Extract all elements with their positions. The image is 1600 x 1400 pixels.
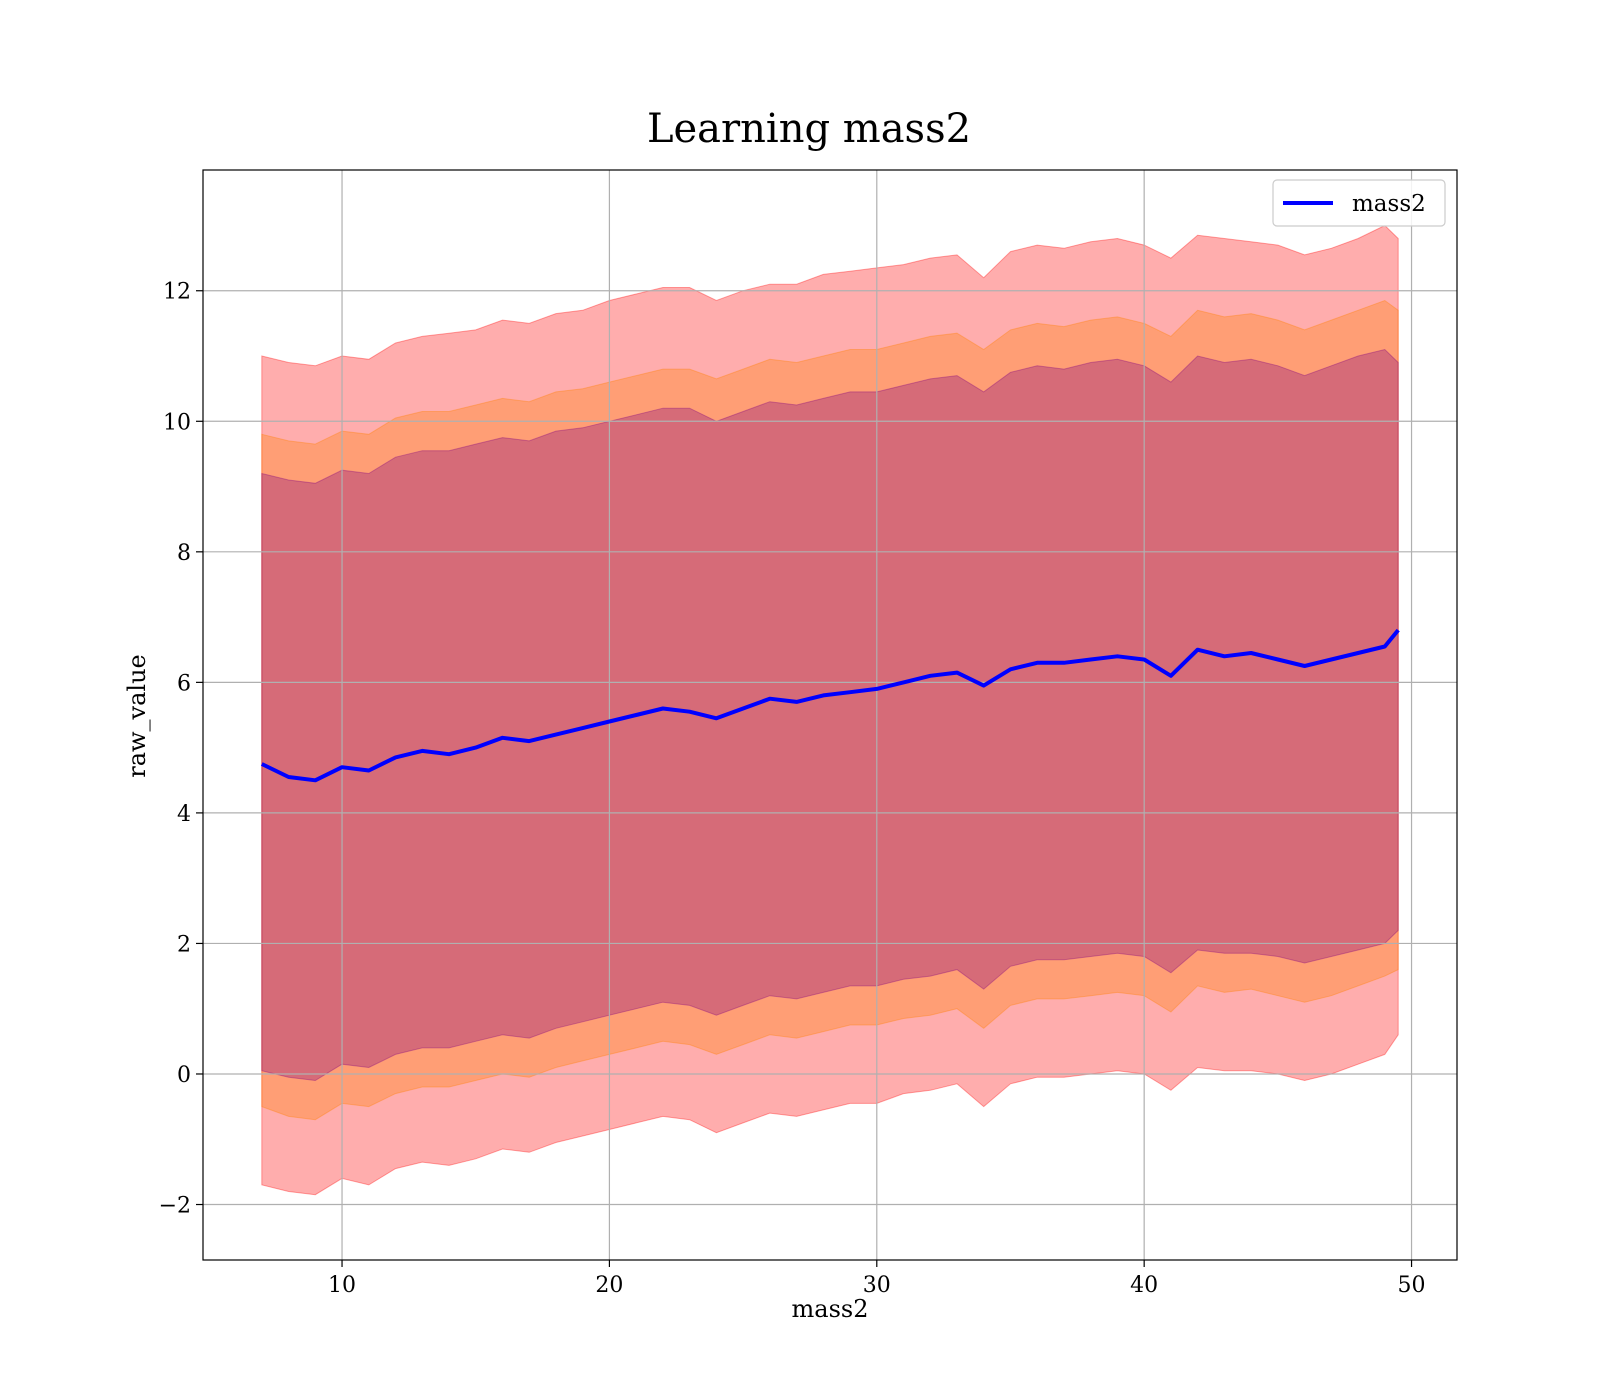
x-tick-label-4: 50 xyxy=(1398,1273,1426,1298)
y-tick-label-7: 12 xyxy=(163,280,191,305)
y-tick-label-2: 2 xyxy=(177,932,191,957)
grid-lines xyxy=(203,170,1457,1260)
x-axis-ticks: 10 20 30 40 50 xyxy=(328,1260,1426,1298)
y-tick-label-3: 4 xyxy=(177,802,191,827)
y-tick-label-0: −2 xyxy=(159,1194,191,1219)
legend: mass2 xyxy=(1272,179,1446,227)
y-tick-label-6: 10 xyxy=(163,410,191,435)
series-lines xyxy=(260,628,1400,783)
y-axis-label: raw_value xyxy=(123,654,151,778)
x-tick-label-3: 40 xyxy=(1130,1273,1158,1298)
x-axis-label: mass2 xyxy=(792,1295,869,1323)
band-2 xyxy=(261,348,1399,1082)
y-tick-label-5: 8 xyxy=(177,541,191,566)
x-tick-label-0: 10 xyxy=(328,1273,356,1298)
y-tick-label-4: 6 xyxy=(177,671,191,696)
y-tick-label-1: 0 xyxy=(177,1063,191,1088)
band-0 xyxy=(261,224,1399,1196)
x-tick-label-1: 20 xyxy=(595,1273,623,1298)
uncertainty-bands xyxy=(261,224,1399,1196)
plot-frame xyxy=(202,169,1458,1261)
legend-label-mass2: mass2 xyxy=(1352,191,1426,217)
x-tick-label-2: 30 xyxy=(863,1273,891,1298)
series-line-mass2 xyxy=(260,628,1400,783)
band-1 xyxy=(261,299,1399,1121)
legend-box xyxy=(1272,179,1446,227)
y-axis-ticks: −2 0 2 4 6 8 10 12 xyxy=(159,280,203,1219)
chart-title: Learning mass2 xyxy=(647,106,971,152)
